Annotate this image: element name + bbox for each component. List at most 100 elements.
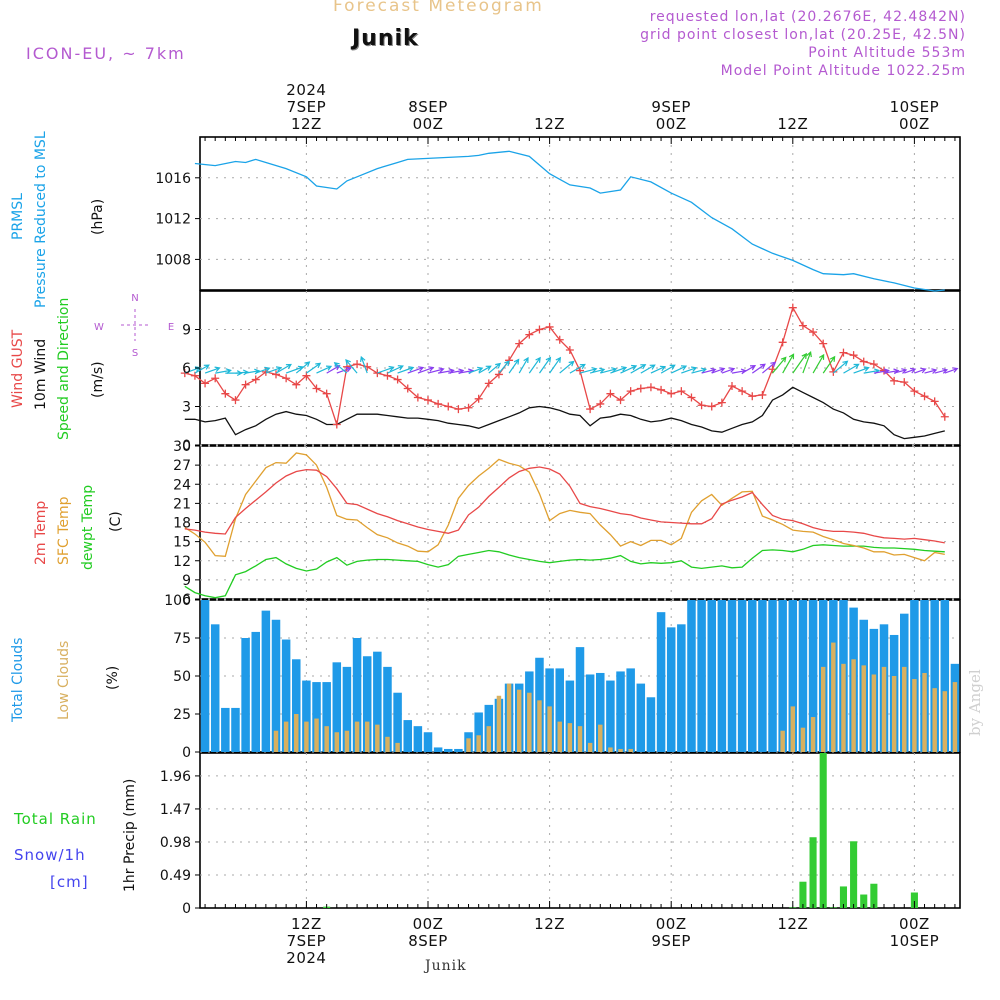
snow-legend: Snow/1h [14,846,86,864]
wind-arrow [660,364,676,374]
wind-arrow [427,367,445,374]
total-cloud-bar [362,656,372,752]
gust-point [778,338,787,347]
wind-arrow [468,366,484,374]
compass-w: W [94,322,104,333]
gust-point [920,392,929,401]
wind-arrow [539,356,552,374]
gust-point [586,405,595,414]
low-cloud-bar [476,735,481,752]
total-cloud-bar [808,600,818,752]
gust-point [434,399,443,408]
wind-speed-label: 10m Wind [33,338,49,410]
low-cloud-bar [891,676,897,752]
gust-point [353,360,362,369]
low-cloud-bar [861,665,866,752]
gust-point [728,381,736,390]
gust-point [900,378,909,387]
low-cloud-bar [527,692,532,752]
wind-arrow [904,367,917,374]
time-label-bottom_ticks: 7SEP [287,932,327,950]
panel-frame-pressure [199,136,961,291]
total-cloud-bar [636,683,646,752]
low-cloud-bar [486,726,492,752]
low-cloud-bar [851,659,856,752]
gust-point [332,420,341,429]
time-label-top_ticks: 12Z [777,115,808,133]
wind-arrow [204,366,221,374]
total-cloud-bar [312,682,321,752]
low-cloud-bar [364,721,370,752]
total-clouds-label: Total Clouds [10,637,26,722]
compass-n: N [131,293,138,304]
gust-point [180,369,189,378]
gust-point [687,393,696,402]
total-cloud-bar [413,726,423,752]
rain-bar [910,892,918,908]
ytick-label-wind: 0 [182,438,191,454]
gust-point [636,384,645,393]
time-label-top_ticks: 2024 [286,81,326,99]
time-label-bottom_ticks: 00Z [413,915,444,933]
wind-arrow [650,365,667,374]
wind-arrow [518,356,529,374]
wind-arrow [751,363,766,374]
wind-arrow [731,368,747,375]
ytick-label-temp: 15 [173,535,191,551]
total-cloud-bar [433,747,443,752]
gust-point [444,402,453,411]
low-cloud-bar [628,748,633,752]
gust-point [424,396,432,405]
total-cloud-bar [342,666,352,752]
wind-arrow [610,366,628,374]
total-cloud-bar [403,720,412,752]
gust-point [697,401,706,410]
wind-arrow [569,363,586,374]
total-cloud-bar [221,707,230,752]
time-label-bottom_ticks: 2024 [286,949,326,967]
ytick-label-temp: 27 [173,458,191,474]
wind-arrow [407,366,425,374]
wind-arrow [194,364,210,374]
sfc-temp-label: SFC Temp [56,496,72,565]
low-cloud-bar [466,738,471,752]
low-cloud-bar [324,726,329,752]
total-cloud-bar [768,600,777,752]
ytick-label-pressure: 1008 [155,252,191,268]
total-cloud-bar [302,680,311,752]
gust-point [251,375,260,384]
low-cloud-bar [902,666,907,752]
gust-point [606,389,615,398]
total-cloud-bar [717,600,727,752]
wind-arrow [853,366,870,374]
gust-point [282,374,291,383]
low-cloud-bar [557,721,562,752]
gust-point [748,392,757,401]
low-cloud-bar [912,679,917,752]
temp-unit: (C) [108,511,124,532]
total-cloud-bar [322,682,331,752]
wind-arrow [893,368,908,374]
dewpt-line [184,544,945,599]
gust-point [322,389,331,398]
wind-direction-label: Speed and Direction [56,297,72,440]
gust-point [535,325,544,334]
low-cloud-bar [881,666,887,752]
wind-arrow [528,356,541,374]
ytick-label-precip: 1.47 [160,802,191,818]
low-cloud-bar [516,689,522,752]
wind-arrow [508,358,520,374]
wind-arrow [691,367,708,374]
gust-point [890,376,899,385]
low-cloud-bar [831,642,836,752]
low-cloud-bar [952,682,958,752]
wind-arrow [924,368,938,374]
wind-arrow [417,366,435,374]
total-cloud-bar [798,600,808,752]
wind-arrow [306,362,322,374]
model-altitude: Model Point Altitude 1022.25m [720,63,966,79]
grid-lines [200,137,960,909]
low-cloud-bar [820,666,826,752]
time-label-top_ticks: 00Z [899,115,930,133]
